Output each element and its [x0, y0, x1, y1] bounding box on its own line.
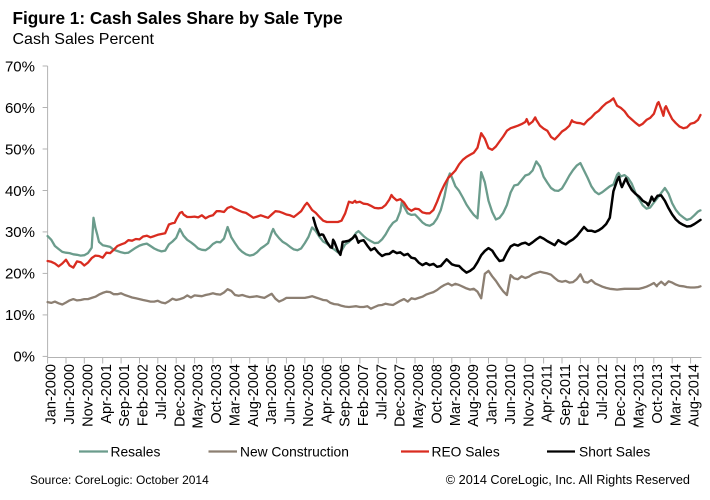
svg-text:Nov-2010: Nov-2010: [521, 364, 537, 427]
svg-text:Figure 1: Cash Sales Share by: Figure 1: Cash Sales Share by Sale Type: [13, 8, 343, 28]
svg-text:New Construction: New Construction: [240, 444, 349, 459]
svg-text:Oct-2013: Oct-2013: [650, 364, 666, 424]
svg-text:Jun-2000: Jun-2000: [62, 364, 78, 424]
svg-text:Mar-2004: Mar-2004: [227, 364, 243, 426]
svg-text:Apr-2001: Apr-2001: [99, 364, 115, 424]
svg-text:Apr-2011: Apr-2011: [540, 364, 556, 423]
svg-text:Dec-2012: Dec-2012: [613, 364, 629, 427]
svg-text:Jul-2012: Jul-2012: [595, 364, 611, 420]
svg-text:Oct-2003: Oct-2003: [209, 364, 225, 424]
svg-text:Jun-2005: Jun-2005: [283, 364, 299, 424]
svg-text:REO Sales: REO Sales: [432, 444, 500, 459]
svg-text:Nov-2005: Nov-2005: [301, 364, 317, 427]
svg-text:Dec-2002: Dec-2002: [172, 364, 188, 427]
svg-text:40%: 40%: [5, 183, 35, 200]
svg-text:Short Sales: Short Sales: [579, 444, 650, 459]
svg-text:Jan-2010: Jan-2010: [485, 364, 501, 424]
svg-text:© 2014 CoreLogic, Inc. All Rig: © 2014 CoreLogic, Inc. All Rights Reserv…: [446, 473, 690, 487]
svg-text:Jul-2002: Jul-2002: [154, 364, 170, 420]
svg-text:Sep-2001: Sep-2001: [117, 364, 133, 427]
svg-text:Jan-2005: Jan-2005: [264, 364, 280, 424]
svg-text:Aug-2009: Aug-2009: [466, 364, 482, 427]
svg-text:Jul-2007: Jul-2007: [374, 364, 390, 420]
svg-text:Jun-2010: Jun-2010: [503, 364, 519, 424]
svg-text:Dec-2007: Dec-2007: [393, 364, 409, 427]
svg-text:Sep-2006: Sep-2006: [338, 364, 354, 427]
svg-text:Feb-2012: Feb-2012: [577, 364, 593, 426]
svg-text:20%: 20%: [5, 266, 35, 283]
svg-text:Jan-2000: Jan-2000: [44, 364, 60, 424]
svg-text:Source: CoreLogic: October 201: Source: CoreLogic: October 2014: [30, 473, 209, 487]
svg-text:Nov-2000: Nov-2000: [80, 364, 96, 427]
svg-text:30%: 30%: [5, 224, 35, 241]
svg-text:Oct-2008: Oct-2008: [430, 364, 446, 424]
svg-text:Sep-2011: Sep-2011: [558, 364, 574, 426]
svg-text:Mar-2009: Mar-2009: [448, 364, 464, 426]
svg-text:0%: 0%: [13, 349, 35, 366]
svg-text:May-2008: May-2008: [411, 364, 427, 428]
svg-text:Resales: Resales: [111, 444, 161, 459]
svg-text:70%: 70%: [5, 58, 35, 75]
svg-text:Aug-2004: Aug-2004: [246, 364, 262, 427]
svg-text:May-2003: May-2003: [191, 364, 207, 428]
svg-text:50%: 50%: [5, 141, 35, 158]
svg-text:10%: 10%: [5, 307, 35, 324]
svg-text:Apr-2006: Apr-2006: [319, 364, 335, 424]
svg-text:Feb-2002: Feb-2002: [136, 364, 152, 426]
svg-text:May-2013: May-2013: [632, 364, 648, 428]
svg-text:Cash Sales Percent: Cash Sales Percent: [13, 31, 155, 48]
svg-text:Aug-2014: Aug-2014: [687, 364, 703, 427]
svg-text:Feb-2007: Feb-2007: [356, 364, 372, 426]
svg-text:Mar-2014: Mar-2014: [668, 364, 684, 426]
svg-text:60%: 60%: [5, 100, 35, 117]
